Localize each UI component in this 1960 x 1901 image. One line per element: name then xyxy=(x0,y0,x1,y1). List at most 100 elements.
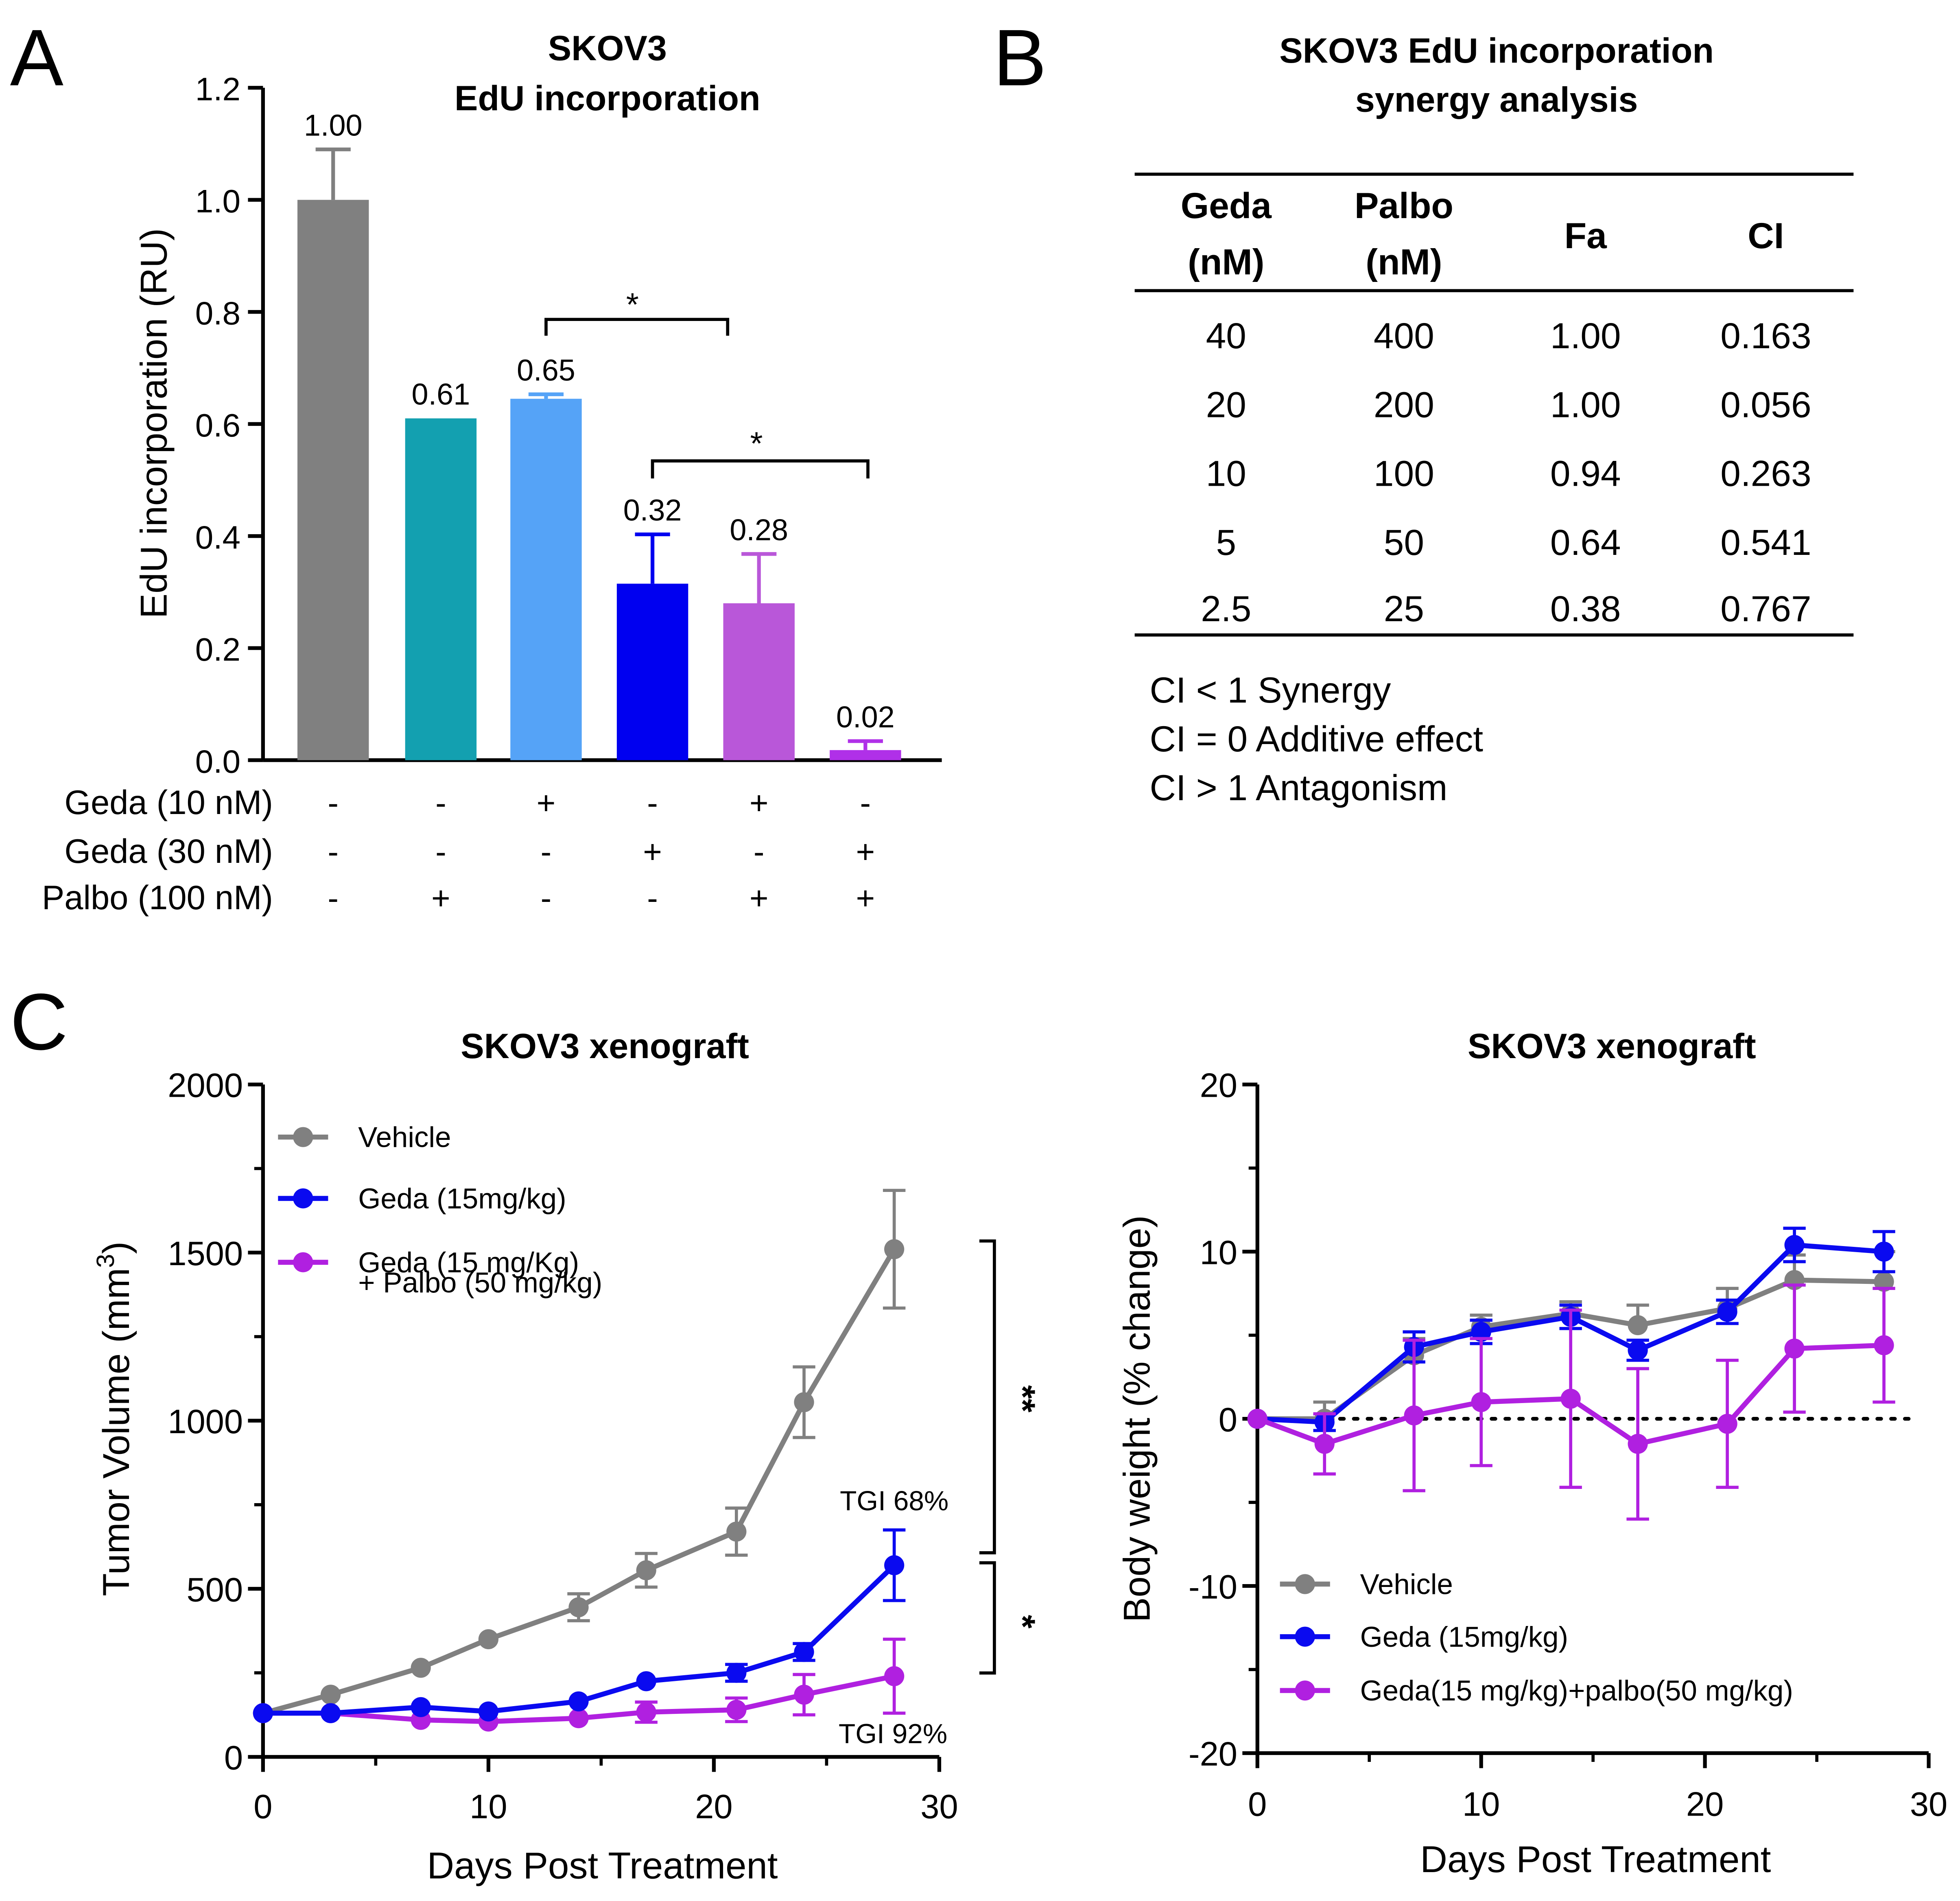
bar-data-label-1: 0.61 xyxy=(412,378,470,411)
a-y-tick-label: 1.2 xyxy=(195,71,240,107)
data-point-1 xyxy=(478,1701,499,1722)
y-tick-label: 0 xyxy=(1219,1401,1237,1438)
panel-a-title-line1: SKOV3 xyxy=(548,29,667,68)
table-cell-geda: 5 xyxy=(1216,522,1236,563)
panel-b-title-line1: SKOV3 EdU incorporation xyxy=(1279,31,1714,70)
table-cell-fa: 0.38 xyxy=(1550,588,1621,629)
y-tick-label: -20 xyxy=(1189,1735,1237,1773)
legend-marker-2 xyxy=(293,1252,313,1272)
table-cell-geda: 40 xyxy=(1206,315,1246,356)
legend-label-0: Vehicle xyxy=(358,1122,451,1154)
table-cell-ci: 0.541 xyxy=(1720,522,1811,563)
data-point-1 xyxy=(884,1555,905,1576)
panel-c: C SKOV3 xenograft Tumor Volume (mm3) Day… xyxy=(10,977,1948,1887)
condition-sign: - xyxy=(435,785,446,821)
condition-sign: + xyxy=(856,880,875,916)
table-cell-geda: 10 xyxy=(1206,453,1246,494)
x-tick-label: 30 xyxy=(1910,1785,1947,1823)
body-series xyxy=(1247,1227,1895,1521)
table-cell-palbo: 50 xyxy=(1384,522,1424,563)
panel-a-conditions: Geda (10 nM) - - + - + - Geda (30 nM) - - - + - + Palb… xyxy=(42,784,875,917)
panel-a: A SKOV3 EdU incorporation EdU incorporat… xyxy=(10,13,942,917)
table-cell-geda: 20 xyxy=(1206,384,1246,425)
condition-sign: - xyxy=(541,880,552,916)
condition-sign: - xyxy=(647,785,658,821)
synergy-note: CI < 1 Synergy xyxy=(1150,670,1391,710)
y-tick-label: 1000 xyxy=(168,1403,243,1440)
bar-data-label-3: 0.32 xyxy=(623,493,682,527)
data-point-1 xyxy=(726,1663,747,1683)
data-point-0 xyxy=(478,1629,499,1650)
y-tick-label: 1500 xyxy=(168,1235,243,1272)
data-point-0 xyxy=(1874,1272,1894,1292)
bar-2 xyxy=(510,399,582,760)
x-tick-label: 20 xyxy=(1686,1785,1724,1823)
a-y-tick-label: 0.4 xyxy=(195,519,240,555)
table-cell-geda: 2.5 xyxy=(1201,588,1251,629)
sig-star-2: * xyxy=(750,426,763,462)
bar-5 xyxy=(830,750,901,760)
synergy-table-body: 40 400 1.00 0.163 20 200 1.00 0.056 10 100 0.94 0.2… xyxy=(1201,315,1811,629)
data-point-2 xyxy=(1874,1335,1894,1355)
x-tick-label: 20 xyxy=(695,1788,732,1826)
condition-sign: + xyxy=(749,785,769,821)
y-tick-label: -10 xyxy=(1189,1568,1237,1606)
sig-bracket-upper xyxy=(979,1239,996,1554)
panel-a-y-axis: 0.0 0.2 0.4 0.6 0.8 1.0 1.2 xyxy=(195,71,942,779)
condition-row-label: Palbo (100 nM) xyxy=(42,879,273,917)
panel-b: B SKOV3 EdU incorporation synergy analys… xyxy=(993,13,1854,808)
data-point-0 xyxy=(636,1560,656,1580)
sig-bracket-2 xyxy=(651,459,870,479)
tumor-ylabel: Tumor Volume (mm3) xyxy=(92,1242,137,1596)
body-ylabel: Body weight (% change) xyxy=(1116,1215,1158,1622)
a-y-tick-label: 0.0 xyxy=(195,743,240,779)
condition-sign: - xyxy=(860,785,871,821)
tumor-axes: 0 500 1000 1500 2000 0 10 20 30 xyxy=(168,1067,958,1826)
data-point-2 xyxy=(1404,1405,1424,1426)
bar-data-label-4: 0.28 xyxy=(730,513,788,547)
body-weight-chart: SKOV3 xenograft Body weight (% change) D… xyxy=(1116,1027,1948,1880)
table-cell-ci: 0.767 xyxy=(1720,588,1811,629)
panel-a-title-line2: EdU incorporation xyxy=(454,79,760,118)
condition-sign: - xyxy=(754,834,765,870)
body-legend-label-2: Geda(15 mg/kg)+palbo(50 mg/kg) xyxy=(1360,1675,1793,1707)
panel-a-significance: * * xyxy=(544,286,870,479)
x-tick-label: 0 xyxy=(253,1788,272,1826)
body-xlabel: Days Post Treatment xyxy=(1420,1838,1771,1880)
x-tick-label: 10 xyxy=(470,1788,507,1826)
table-cell-palbo: 25 xyxy=(1384,588,1424,629)
x-tick-label: 30 xyxy=(920,1788,958,1826)
bar-0 xyxy=(297,200,369,760)
table-cell-fa: 0.64 xyxy=(1550,522,1621,563)
condition-sign: - xyxy=(647,880,658,916)
table-cell-ci: 0.056 xyxy=(1720,384,1811,425)
table-cell-fa: 0.94 xyxy=(1550,453,1621,494)
y-tick-label: 10 xyxy=(1200,1234,1237,1272)
y-tick-label: 20 xyxy=(1200,1067,1237,1104)
legend-label-1: Geda (15mg/kg) xyxy=(358,1183,566,1215)
table-cell-palbo: 400 xyxy=(1374,315,1434,356)
data-point-2 xyxy=(1717,1414,1737,1434)
data-point-2 xyxy=(794,1685,814,1705)
data-point-0 xyxy=(884,1239,905,1259)
body-legend: Vehicle Geda (15mg/kg) Geda(15 mg/kg)+palb… xyxy=(1280,1569,1793,1707)
sig-bracket-1 xyxy=(544,318,730,336)
bar-data-label-0: 1.00 xyxy=(304,108,363,142)
table-cell-fa: 1.00 xyxy=(1550,315,1621,356)
condition-sign: + xyxy=(537,785,556,821)
data-point-2 xyxy=(726,1700,747,1720)
condition-sign: - xyxy=(435,834,446,870)
data-point-1 xyxy=(320,1703,341,1723)
condition-sign: + xyxy=(749,880,769,916)
tumor-xlabel: Days Post Treatment xyxy=(427,1844,778,1886)
col-header-palbo: Palbo xyxy=(1355,185,1453,226)
condition-sign: - xyxy=(541,834,552,870)
data-point-1 xyxy=(1471,1322,1491,1342)
data-point-1 xyxy=(1717,1302,1737,1322)
table-cell-ci: 0.263 xyxy=(1720,453,1811,494)
x-tick-label: 0 xyxy=(1248,1785,1267,1823)
tumor-legend: Vehicle Geda (15mg/kg) Geda (15 mg/Kg)+ Pa… xyxy=(278,1122,602,1299)
data-point-2 xyxy=(1247,1409,1267,1429)
tgi-geda-label: TGI 68% xyxy=(840,1486,948,1516)
